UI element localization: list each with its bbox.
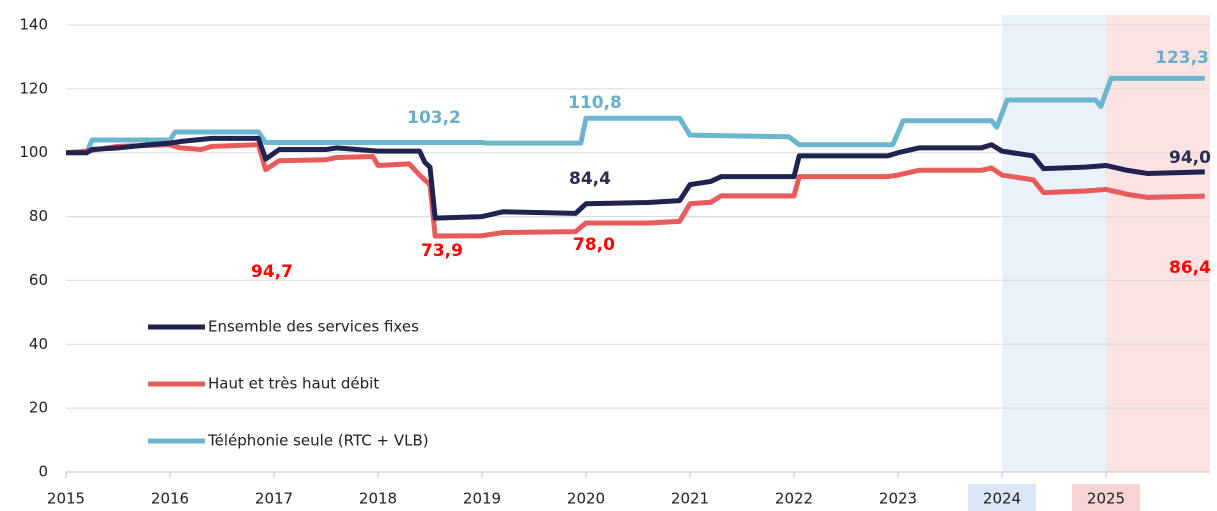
- x-tick-label: 2023: [879, 490, 917, 508]
- x-tick-label: 2020: [567, 490, 605, 508]
- data-label: 84,4: [569, 169, 611, 189]
- data-label: 73,9: [421, 241, 463, 261]
- x-tick-label: 2015: [47, 490, 85, 508]
- y-tick-label: 40: [29, 335, 48, 353]
- x-tick-label: 2017: [255, 490, 293, 508]
- series-line: [66, 75, 1205, 156]
- data-label: 94,7: [251, 262, 293, 282]
- y-tick-label: 140: [19, 16, 48, 34]
- y-tick-label: 60: [29, 271, 48, 289]
- legend-label: Ensemble des services fixes: [208, 318, 419, 336]
- highlight-label-bg: [1072, 484, 1140, 511]
- y-tick-label: 120: [19, 79, 48, 97]
- x-tick-label: 2021: [671, 490, 709, 508]
- highlight-label-bg: [968, 484, 1036, 511]
- data-label: 103,2: [407, 108, 461, 128]
- highlight-band: [1002, 15, 1106, 472]
- y-tick-label: 0: [38, 463, 48, 481]
- series-line: [66, 135, 1205, 221]
- highlight-band: [1106, 15, 1210, 472]
- data-label: 94,0: [1169, 148, 1211, 168]
- x-tick-label: 2018: [359, 490, 397, 508]
- legend-label: Haut et très haut débit: [208, 375, 379, 393]
- x-tick-label: 2016: [151, 490, 189, 508]
- x-tick-label: 2019: [463, 490, 501, 508]
- data-label: 123,3: [1155, 48, 1209, 68]
- data-label: 86,4: [1169, 258, 1211, 278]
- data-label: 110,8: [568, 93, 622, 113]
- legend-label: Téléphonie seule (RTC + VLB): [207, 432, 429, 450]
- y-tick-label: 20: [29, 399, 48, 417]
- x-tick-label: 2024: [983, 490, 1021, 508]
- x-tick-label: 2022: [775, 490, 813, 508]
- y-tick-label: 100: [19, 143, 48, 161]
- y-tick-label: 80: [29, 207, 48, 225]
- x-tick-label: 2025: [1087, 490, 1125, 508]
- data-label: 78,0: [573, 235, 615, 255]
- series-line: [65, 142, 1205, 239]
